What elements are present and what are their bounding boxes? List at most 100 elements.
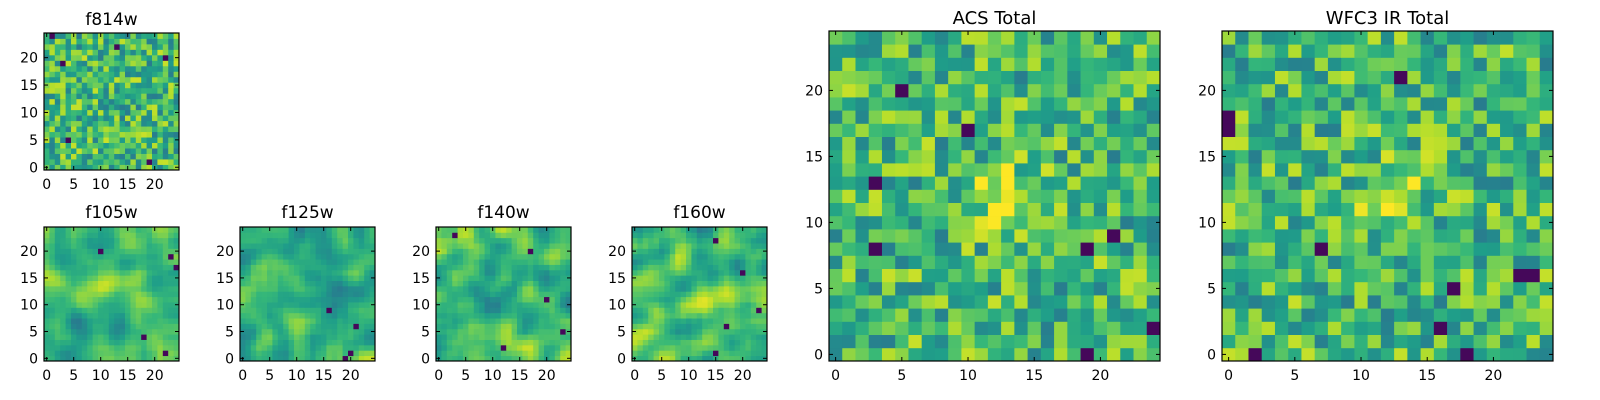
heatmap-cell	[1367, 268, 1382, 283]
heatmap-cell	[921, 44, 936, 58]
heatmap-cell	[310, 323, 316, 330]
heatmap-cell	[761, 307, 768, 314]
heatmap-cell	[76, 65, 83, 72]
heatmap-cell	[565, 227, 572, 233]
x-tick-label: 15	[119, 368, 137, 384]
heatmap-cell	[337, 334, 343, 340]
x-tick-label: 15	[119, 177, 137, 193]
heatmap-cell	[310, 232, 316, 239]
heatmap-cell	[65, 227, 72, 233]
heatmap-cell	[446, 269, 453, 276]
heatmap-cell	[642, 296, 649, 303]
heatmap-cell	[49, 328, 56, 335]
heatmap-cell	[130, 344, 137, 351]
heatmap-cell	[1120, 83, 1134, 98]
heatmap-cell	[974, 268, 989, 283]
heatmap-cell	[168, 323, 174, 330]
heatmap-cell	[130, 339, 137, 346]
heatmap-cell	[707, 312, 714, 319]
heatmap-cell	[44, 98, 50, 105]
heatmap-cell	[103, 93, 110, 100]
heatmap-cell	[452, 334, 458, 340]
heatmap-cell	[369, 323, 376, 330]
heatmap-cell	[283, 318, 289, 324]
heatmap-cell	[987, 268, 1002, 283]
heatmap-cell	[152, 318, 158, 324]
heatmap-cell	[1027, 70, 1042, 85]
heatmap-cell	[44, 43, 50, 50]
heatmap-cell	[659, 253, 665, 260]
heatmap-cell	[718, 318, 725, 324]
heatmap-cell	[256, 350, 262, 357]
heatmap-cell	[648, 269, 654, 276]
heatmap-cell	[632, 296, 638, 303]
heatmap-cell	[517, 312, 523, 319]
heatmap-cell	[642, 275, 649, 281]
heatmap-cell	[81, 339, 88, 346]
heatmap-cell	[1420, 176, 1435, 190]
heatmap-cell	[157, 248, 164, 255]
heatmap-cell	[1261, 123, 1276, 137]
heatmap-cell	[756, 323, 762, 330]
heatmap-cell	[288, 259, 295, 265]
heatmap-cell	[1447, 215, 1461, 230]
heatmap-cell	[331, 323, 338, 330]
heatmap-cell	[669, 296, 676, 303]
heatmap-cell	[157, 227, 164, 233]
heatmap-cell	[511, 253, 518, 260]
heatmap-cell	[337, 296, 343, 303]
heatmap-cell	[1354, 255, 1369, 269]
heatmap-cell	[157, 33, 164, 39]
heatmap-cell	[479, 312, 485, 319]
heatmap-cell	[1222, 57, 1236, 71]
heatmap-cell	[342, 318, 349, 324]
heatmap-cell	[948, 308, 962, 322]
heatmap-cell	[490, 318, 496, 324]
heatmap-cell	[326, 237, 333, 244]
heatmap-cell	[130, 328, 137, 335]
heatmap-cell	[369, 350, 376, 357]
heatmap-cell	[125, 43, 131, 50]
heatmap-cell	[326, 259, 333, 265]
heatmap-cell	[1327, 70, 1342, 85]
heatmap-cell	[463, 312, 469, 319]
heatmap-cell	[87, 248, 93, 255]
heatmap-cell	[723, 312, 730, 319]
heatmap-cell	[446, 291, 453, 298]
heatmap-cell	[1248, 347, 1263, 362]
heatmap-cell	[1327, 97, 1342, 111]
y-tick-label: 10	[412, 298, 430, 314]
heatmap-cell	[1080, 136, 1095, 151]
heatmap-cell	[108, 159, 115, 165]
heatmap-cell	[125, 60, 131, 67]
heatmap-cell	[130, 259, 137, 265]
heatmap-cell	[337, 344, 343, 351]
heatmap-cell	[1054, 57, 1068, 71]
heatmap-cell	[632, 269, 638, 276]
heatmap-cell	[353, 237, 360, 244]
heatmap-cell	[495, 259, 502, 265]
heatmap-cell	[49, 350, 56, 357]
heatmap-cell	[691, 232, 698, 239]
heatmap-cell	[364, 318, 370, 324]
heatmap-cell	[740, 323, 746, 330]
heatmap-cell	[517, 334, 523, 340]
heatmap-cell	[829, 255, 843, 269]
heatmap-cell	[659, 259, 665, 265]
heatmap-cell	[713, 339, 719, 346]
heatmap-cell	[44, 142, 50, 149]
heatmap-cell	[948, 202, 962, 217]
heatmap-cell	[294, 323, 300, 330]
heatmap-cell	[511, 285, 518, 292]
heatmap-cell	[173, 38, 180, 45]
heatmap-cell	[740, 328, 746, 335]
heatmap-cell	[948, 149, 962, 164]
heatmap-cell	[756, 259, 762, 265]
heatmap-cell	[653, 243, 660, 249]
heatmap-cell	[60, 232, 66, 239]
heatmap-cell	[65, 49, 72, 56]
heatmap-cell	[473, 227, 480, 233]
heatmap-cell	[152, 243, 158, 249]
heatmap-cell	[868, 176, 883, 190]
heatmap-cell	[304, 264, 311, 271]
